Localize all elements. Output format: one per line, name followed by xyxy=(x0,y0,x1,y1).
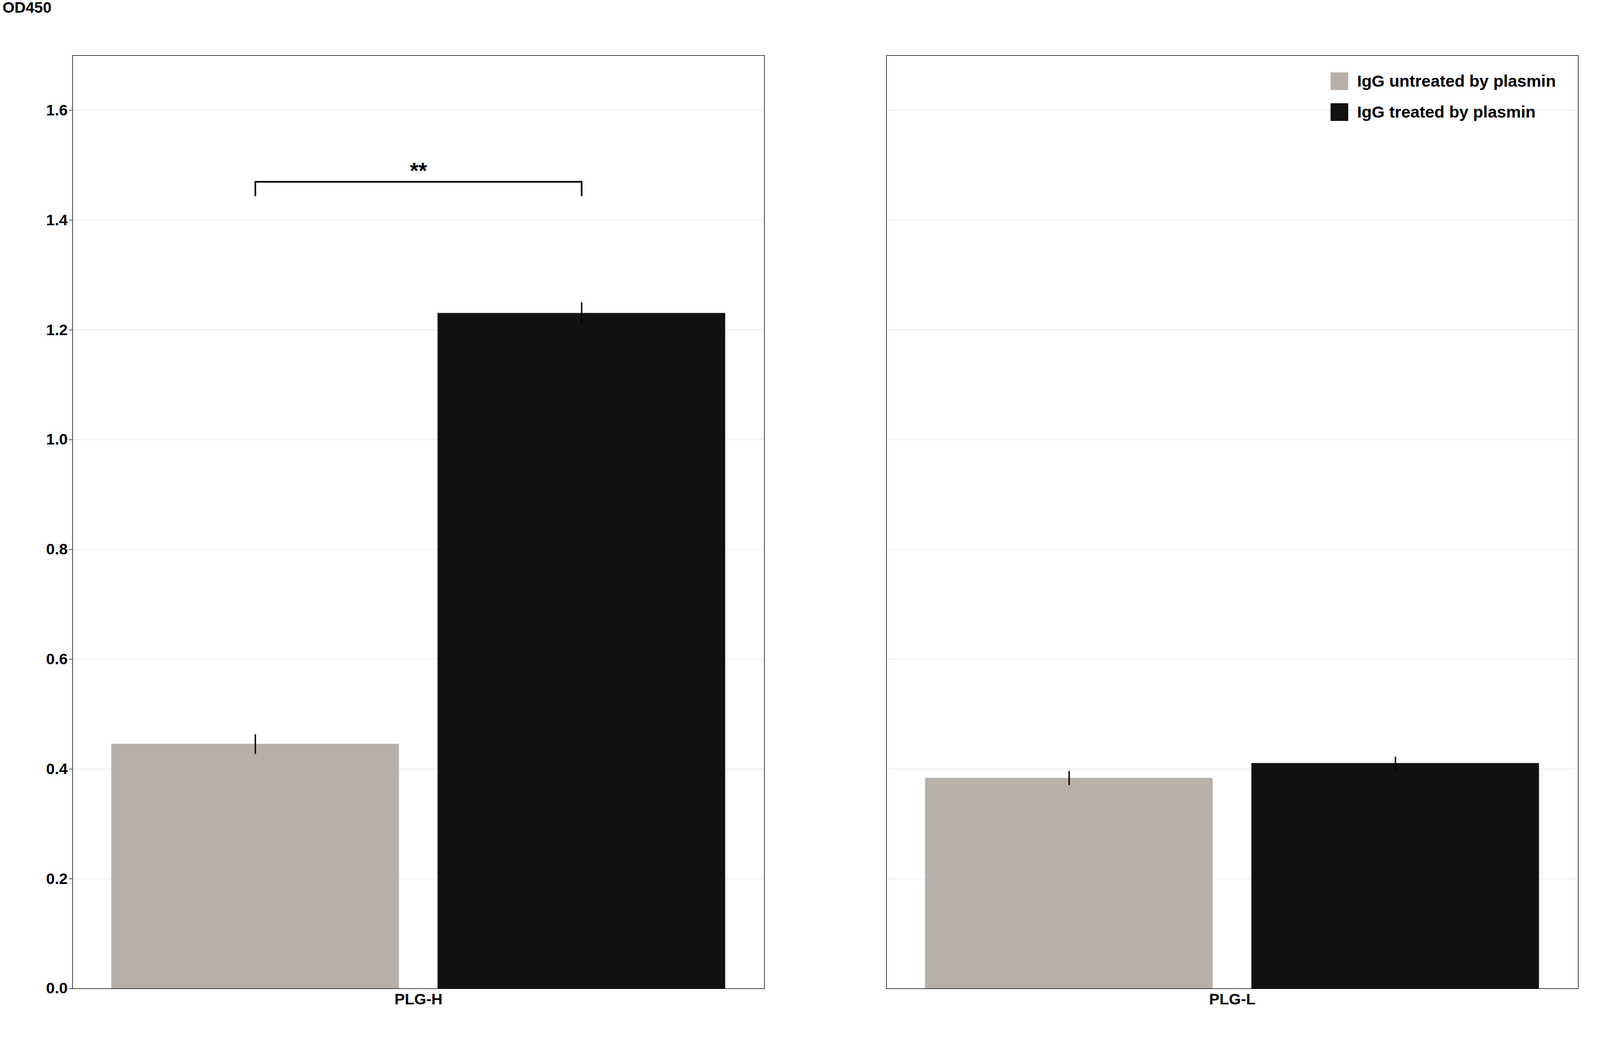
svg-text:1.0: 1.0 xyxy=(46,430,68,448)
html-text:IgG untreated by plasmin: IgG untreated by plasmin xyxy=(1357,71,1556,90)
svg-text:0.2: 0.2 xyxy=(46,870,68,888)
html-text:IgG treated by plasmin: IgG treated by plasmin xyxy=(1357,102,1536,121)
svg-text:**: ** xyxy=(409,158,428,183)
svg-text:0.8: 0.8 xyxy=(46,540,68,558)
svg-text:PLG-H: PLG-H xyxy=(394,990,443,1008)
svg-text:PLG-L: PLG-L xyxy=(1209,990,1256,1008)
svg-text:1.4: 1.4 xyxy=(46,211,68,229)
svg-text:0.6: 0.6 xyxy=(46,650,68,668)
svg-text:1.6: 1.6 xyxy=(46,101,68,119)
svg-text:0.0: 0.0 xyxy=(46,979,68,997)
svg-text:0.4: 0.4 xyxy=(46,760,68,778)
svg-text:1.2: 1.2 xyxy=(46,321,68,339)
svg-text:OD450: OD450 xyxy=(2,0,52,17)
